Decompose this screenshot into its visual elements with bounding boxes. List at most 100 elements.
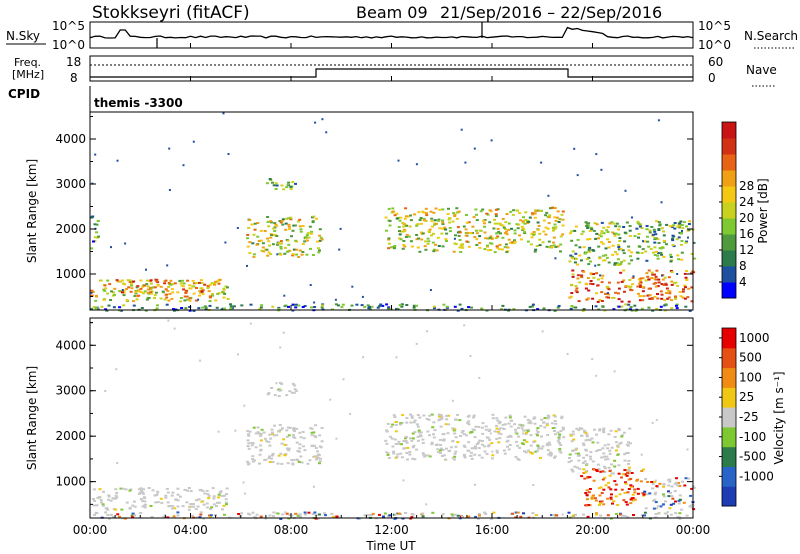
power-y-label: Slant Range [km] (25, 159, 39, 263)
scatter-cell (688, 309, 692, 312)
scatter-cell (514, 428, 517, 431)
scatter-cell (618, 237, 622, 240)
scatter-cell (572, 306, 576, 309)
scatter-cell (618, 493, 622, 496)
scatter-cell (547, 453, 551, 456)
scatter-cell (311, 220, 315, 223)
scatter-cell (434, 207, 438, 210)
scatter-cell (253, 222, 257, 225)
scatter-cell (285, 217, 288, 220)
scatter-cell (623, 459, 627, 462)
scatter-cell (410, 416, 414, 419)
scatter-cell (425, 417, 429, 420)
scatter-cell (684, 241, 688, 244)
scatter-cell (612, 296, 616, 299)
scatter-cell (247, 433, 250, 436)
scatter-cell (458, 246, 462, 249)
scatter-cell (164, 494, 168, 497)
scatter-cell (268, 178, 272, 180)
scatter-cell (433, 429, 437, 432)
scatter-cell (621, 473, 625, 476)
scatter-cell (622, 252, 626, 255)
scatter-cell (652, 228, 656, 231)
scatter-cell (425, 212, 428, 215)
scatter-cell (288, 228, 291, 230)
scatter-cell (641, 299, 645, 302)
scatter-cell (186, 298, 190, 301)
scatter-cell (525, 431, 529, 434)
scatter-cell (395, 212, 399, 215)
scatter-cell (469, 451, 473, 454)
scatter-cell (398, 423, 402, 426)
scatter-cell (530, 452, 534, 455)
scatter-cell (431, 511, 435, 514)
scatter-cell (440, 232, 444, 235)
scatter-cell (351, 285, 354, 288)
scatter-cell (497, 432, 501, 435)
scatter-cell (605, 285, 609, 288)
scatter-cell (191, 285, 195, 288)
scatter-cell (247, 226, 251, 229)
scatter-cell (130, 514, 134, 517)
scatter-cell (513, 423, 517, 426)
scatter-cell (595, 232, 599, 235)
scatter-cell (690, 272, 694, 275)
scatter-cell (481, 422, 485, 425)
scatter-cell (493, 251, 497, 254)
scatter-cell (314, 121, 317, 124)
scatter-cell (402, 440, 406, 442)
scatter-cell (650, 277, 654, 279)
scatter-cell (605, 292, 609, 295)
scatter-cell (116, 513, 120, 516)
scatter-cell (655, 485, 659, 488)
scatter-cell (302, 445, 305, 448)
scatter-cell (104, 511, 108, 514)
scatter-cell (405, 452, 409, 454)
scatter-cell (465, 221, 469, 224)
scatter-cell (456, 514, 460, 517)
scatter-cell (131, 515, 135, 518)
scatter-cell (425, 214, 429, 217)
scatter-cell (657, 278, 661, 281)
scatter-cell (398, 233, 402, 236)
scatter-cell (172, 309, 176, 312)
scatter-cell (501, 236, 505, 239)
scatter-cell (521, 221, 525, 224)
scatter-cell (681, 227, 685, 230)
scatter-cell (589, 272, 593, 275)
scatter-cell (684, 305, 688, 308)
cpid-value: themis -3300 (94, 96, 183, 110)
scatter-cell (588, 230, 592, 232)
freq-line (90, 68, 693, 78)
scatter-cell (165, 296, 169, 299)
scatter-cell (557, 435, 561, 437)
scatter-cell (141, 285, 145, 288)
scatter-cell (90, 291, 93, 294)
scatter-cell (580, 276, 584, 278)
scatter-cell (582, 246, 586, 249)
scatter-cell (665, 223, 669, 226)
scatter-cell (478, 242, 482, 244)
scatter-cell (600, 277, 604, 280)
scatter-cell (609, 517, 613, 520)
scatter-cell (192, 505, 196, 508)
scatter-cell (249, 322, 252, 325)
scatter-cell (618, 240, 622, 242)
scatter-cell (432, 250, 436, 253)
scatter-cell (608, 281, 611, 284)
scatter-cell (287, 305, 290, 308)
scatter-cell (226, 297, 230, 300)
scatter-cell (617, 472, 621, 475)
scatter-cell (573, 147, 576, 150)
scatter-cell (143, 504, 147, 507)
scatter-cell (398, 219, 402, 222)
scatter-cell (675, 304, 678, 307)
scatter-cell (494, 215, 498, 218)
scatter-cell (597, 487, 601, 490)
scatter-cell (661, 503, 665, 506)
scatter-cell (525, 440, 529, 443)
colorbar-tick-label: -1000 (739, 469, 774, 483)
scatter-cell (303, 305, 307, 307)
scatter-cell (452, 429, 456, 432)
